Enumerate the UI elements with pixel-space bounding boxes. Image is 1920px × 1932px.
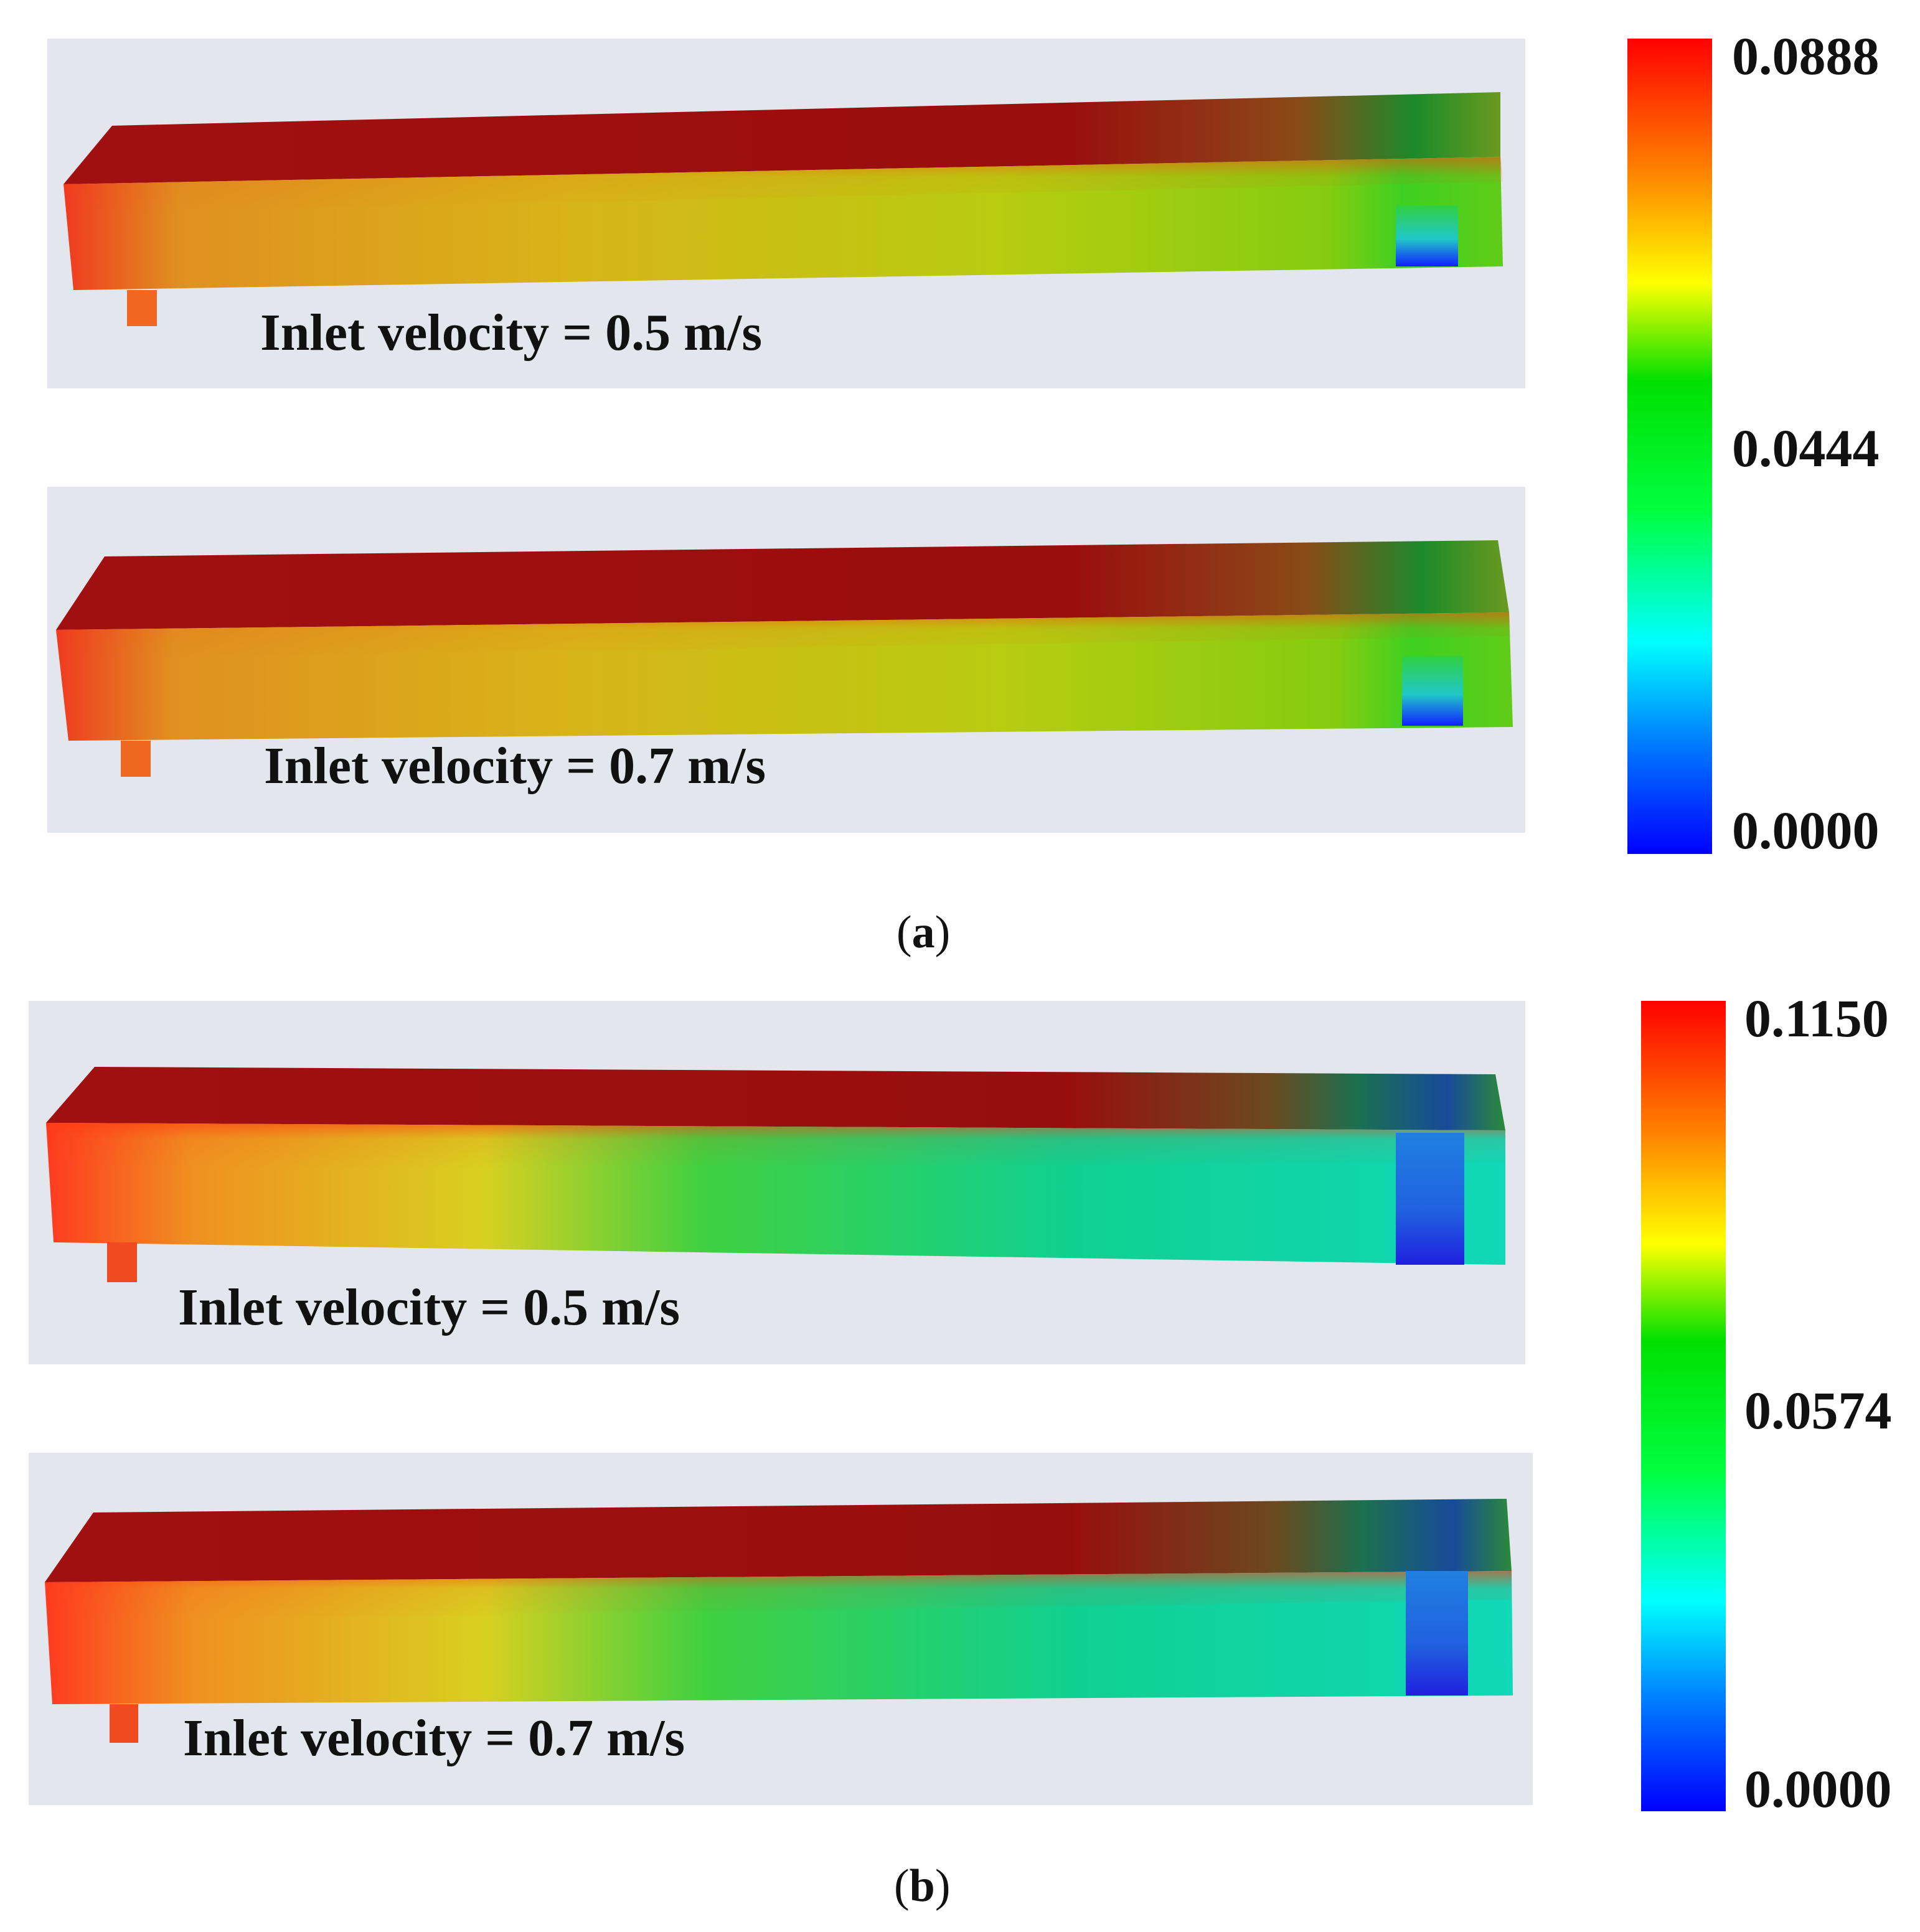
colorbar-a-mid: 0.0444 xyxy=(1732,418,1880,478)
outlet-plume xyxy=(1406,1571,1468,1695)
colorbar-a xyxy=(1627,39,1712,854)
channel-model-a1 xyxy=(64,92,1503,326)
channel-model-b2 xyxy=(45,1499,1513,1743)
inlet-velocity-label: Inlet velocity = 0.5 m/s xyxy=(260,304,763,362)
inlet-pipe xyxy=(107,1242,137,1282)
inlet-velocity-label: Inlet velocity = 0.5 m/s xyxy=(178,1278,680,1336)
inlet-pipe xyxy=(110,1704,138,1743)
inlet-pipe xyxy=(121,741,151,777)
channel-top-face xyxy=(45,1499,1512,1582)
channel-top-face xyxy=(64,92,1500,184)
contour-panel-a1: Inlet velocity = 0.5 m/s xyxy=(47,39,1525,388)
channel-front-shading xyxy=(45,1571,1512,1621)
outlet-plume xyxy=(1396,1133,1464,1265)
channel-top-face xyxy=(46,1067,1505,1130)
channel-model-b1 xyxy=(46,1067,1505,1282)
inlet-velocity-label: Inlet velocity = 0.7 m/s xyxy=(183,1709,685,1767)
contour-panel-b2: Inlet velocity = 0.7 m/s xyxy=(29,1453,1533,1805)
contour-panel-a2: Inlet velocity = 0.7 m/s xyxy=(47,487,1525,833)
colorbar-b-max: 0.1150 xyxy=(1744,988,1889,1048)
outlet-plume xyxy=(1402,656,1463,726)
colorbar-a-max: 0.0888 xyxy=(1732,26,1880,86)
channel-model-a2 xyxy=(56,540,1513,777)
colorbar-b-mid: 0.0574 xyxy=(1744,1381,1892,1440)
colorbar-b xyxy=(1641,1001,1726,1811)
inlet-pipe xyxy=(127,290,157,326)
outlet-plume xyxy=(1396,205,1458,266)
channel-front-shading xyxy=(64,157,1503,213)
channel-front-shading xyxy=(56,612,1510,659)
inlet-velocity-label: Inlet velocity = 0.7 m/s xyxy=(264,737,766,795)
channel-front-shading xyxy=(46,1123,1505,1169)
caption-b: (b) xyxy=(894,1860,951,1911)
caption-a: (a) xyxy=(896,907,951,958)
colorbar-b-min: 0.0000 xyxy=(1744,1759,1892,1819)
channel-top-face xyxy=(56,540,1509,630)
contour-panel-b1: Inlet velocity = 0.5 m/s xyxy=(29,1001,1525,1364)
colorbar-a-min: 0.0000 xyxy=(1732,800,1880,860)
